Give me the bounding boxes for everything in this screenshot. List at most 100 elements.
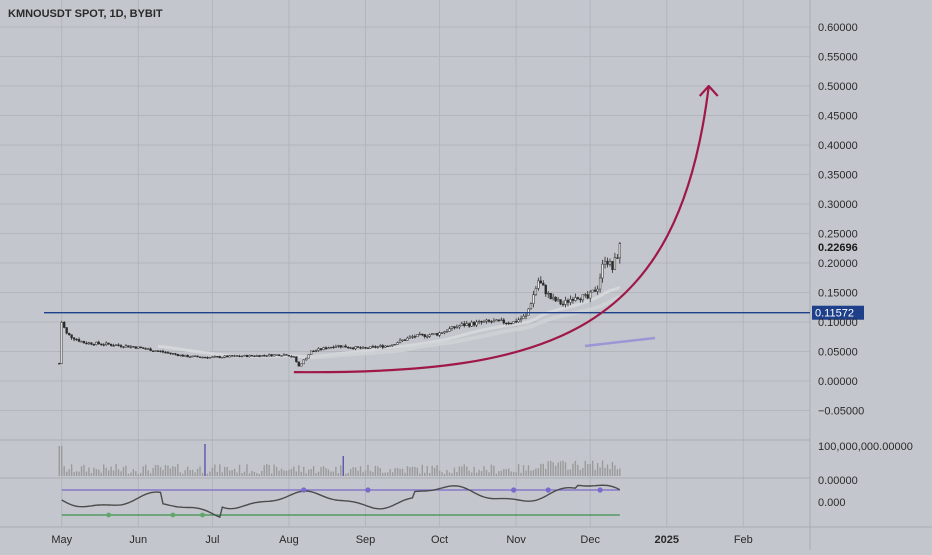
volume-bar	[98, 469, 100, 476]
volume-bar	[95, 469, 98, 476]
level-price-label: 0.11572	[815, 308, 854, 320]
candle-body	[480, 320, 483, 323]
candle-body	[532, 294, 535, 304]
candle-body	[147, 348, 150, 350]
volume-bar	[369, 470, 372, 476]
volume-bar	[169, 468, 172, 476]
volume-bar	[112, 470, 115, 476]
candle-body	[482, 321, 486, 323]
candle-body	[144, 348, 147, 350]
volume-bar	[550, 460, 552, 476]
candle-body	[359, 347, 362, 349]
candle-body	[465, 323, 468, 326]
price-axis: 0.60000 0.55000 0.50000 0.45000 0.40000 0.350…	[818, 22, 864, 418]
candle-body	[579, 298, 582, 301]
candle-body	[344, 345, 347, 348]
volume-bar	[199, 466, 201, 476]
candle-body	[134, 346, 137, 349]
candle-body	[510, 322, 513, 325]
candle-body	[243, 354, 246, 357]
volume-bar	[283, 470, 285, 476]
volume-bar	[498, 471, 500, 476]
candle-body	[566, 300, 570, 303]
candle-body	[127, 345, 130, 348]
volume-bar	[100, 472, 102, 476]
candle-body	[386, 345, 389, 348]
candle-body	[109, 344, 113, 346]
candle-body	[275, 354, 278, 356]
volume-bar	[463, 464, 465, 476]
volume-bar	[226, 466, 228, 476]
candle-body	[226, 355, 229, 358]
last-price-label: 0.22696	[818, 242, 858, 254]
volume-bar	[145, 464, 147, 476]
candle-body	[258, 355, 261, 357]
candle-body	[122, 346, 125, 348]
oscillator-marker	[200, 512, 205, 518]
candle-body	[487, 319, 491, 322]
candle-body	[470, 321, 473, 327]
volume-bar	[189, 470, 191, 476]
volume-bar	[399, 468, 401, 476]
volume-bar	[335, 466, 337, 476]
candle-body	[477, 320, 481, 323]
candle-body	[253, 355, 256, 357]
candle-body	[514, 321, 518, 323]
volume-bar	[436, 464, 438, 476]
candle-body	[319, 348, 323, 350]
candle-body	[65, 327, 68, 334]
oscillator-marker	[511, 487, 517, 493]
candle-body	[124, 345, 128, 348]
volume-bar	[362, 472, 364, 476]
time-tick-label: Dec	[580, 534, 600, 546]
volume-bar	[404, 472, 406, 476]
candle-body	[613, 257, 617, 270]
volume-bar	[63, 466, 65, 476]
volume-bar	[567, 469, 569, 476]
candle-body	[198, 356, 202, 358]
candle-body	[137, 346, 140, 349]
price-tick-label: 0.35000	[818, 170, 858, 182]
volume-bar	[591, 460, 594, 476]
price-candles	[58, 241, 621, 367]
volume-bar	[503, 469, 505, 476]
candle-body	[290, 355, 293, 358]
candle-body	[369, 346, 372, 349]
volume-bar	[253, 471, 256, 476]
volume-bar	[478, 469, 480, 476]
volume-bar	[530, 470, 532, 476]
candle-body	[272, 354, 276, 357]
volume-bar	[527, 465, 530, 476]
candle-body	[522, 315, 525, 319]
candle-body	[221, 356, 224, 359]
candle-body	[203, 356, 207, 359]
volume-bar	[110, 466, 112, 476]
candle-body	[594, 289, 597, 292]
volume-bar	[574, 460, 577, 476]
volume-bar	[154, 464, 157, 476]
volume-bar	[122, 467, 125, 476]
candle-body	[191, 355, 194, 358]
volume-bar	[147, 470, 149, 476]
candle-body	[458, 325, 461, 328]
candle-body	[287, 355, 291, 357]
volume-bar	[320, 467, 322, 476]
oscillator-axis-label: 0.000	[818, 497, 846, 509]
candle-body	[440, 332, 444, 334]
volume-bar	[117, 469, 120, 476]
volume-bar	[587, 464, 589, 476]
volume-bar	[315, 473, 317, 476]
volume-bar	[270, 473, 273, 476]
volume-bar	[295, 471, 298, 476]
candle-body	[468, 323, 471, 327]
volume-bar	[364, 470, 367, 476]
volume-bar	[303, 466, 305, 476]
volume-bar	[167, 465, 169, 476]
volume-bar	[251, 470, 253, 476]
volume-bar	[288, 469, 290, 476]
candle-body	[519, 318, 523, 321]
candle-body	[208, 357, 212, 359]
candle-body	[517, 319, 520, 323]
volume-bar	[414, 466, 416, 476]
candle-body	[351, 347, 355, 349]
